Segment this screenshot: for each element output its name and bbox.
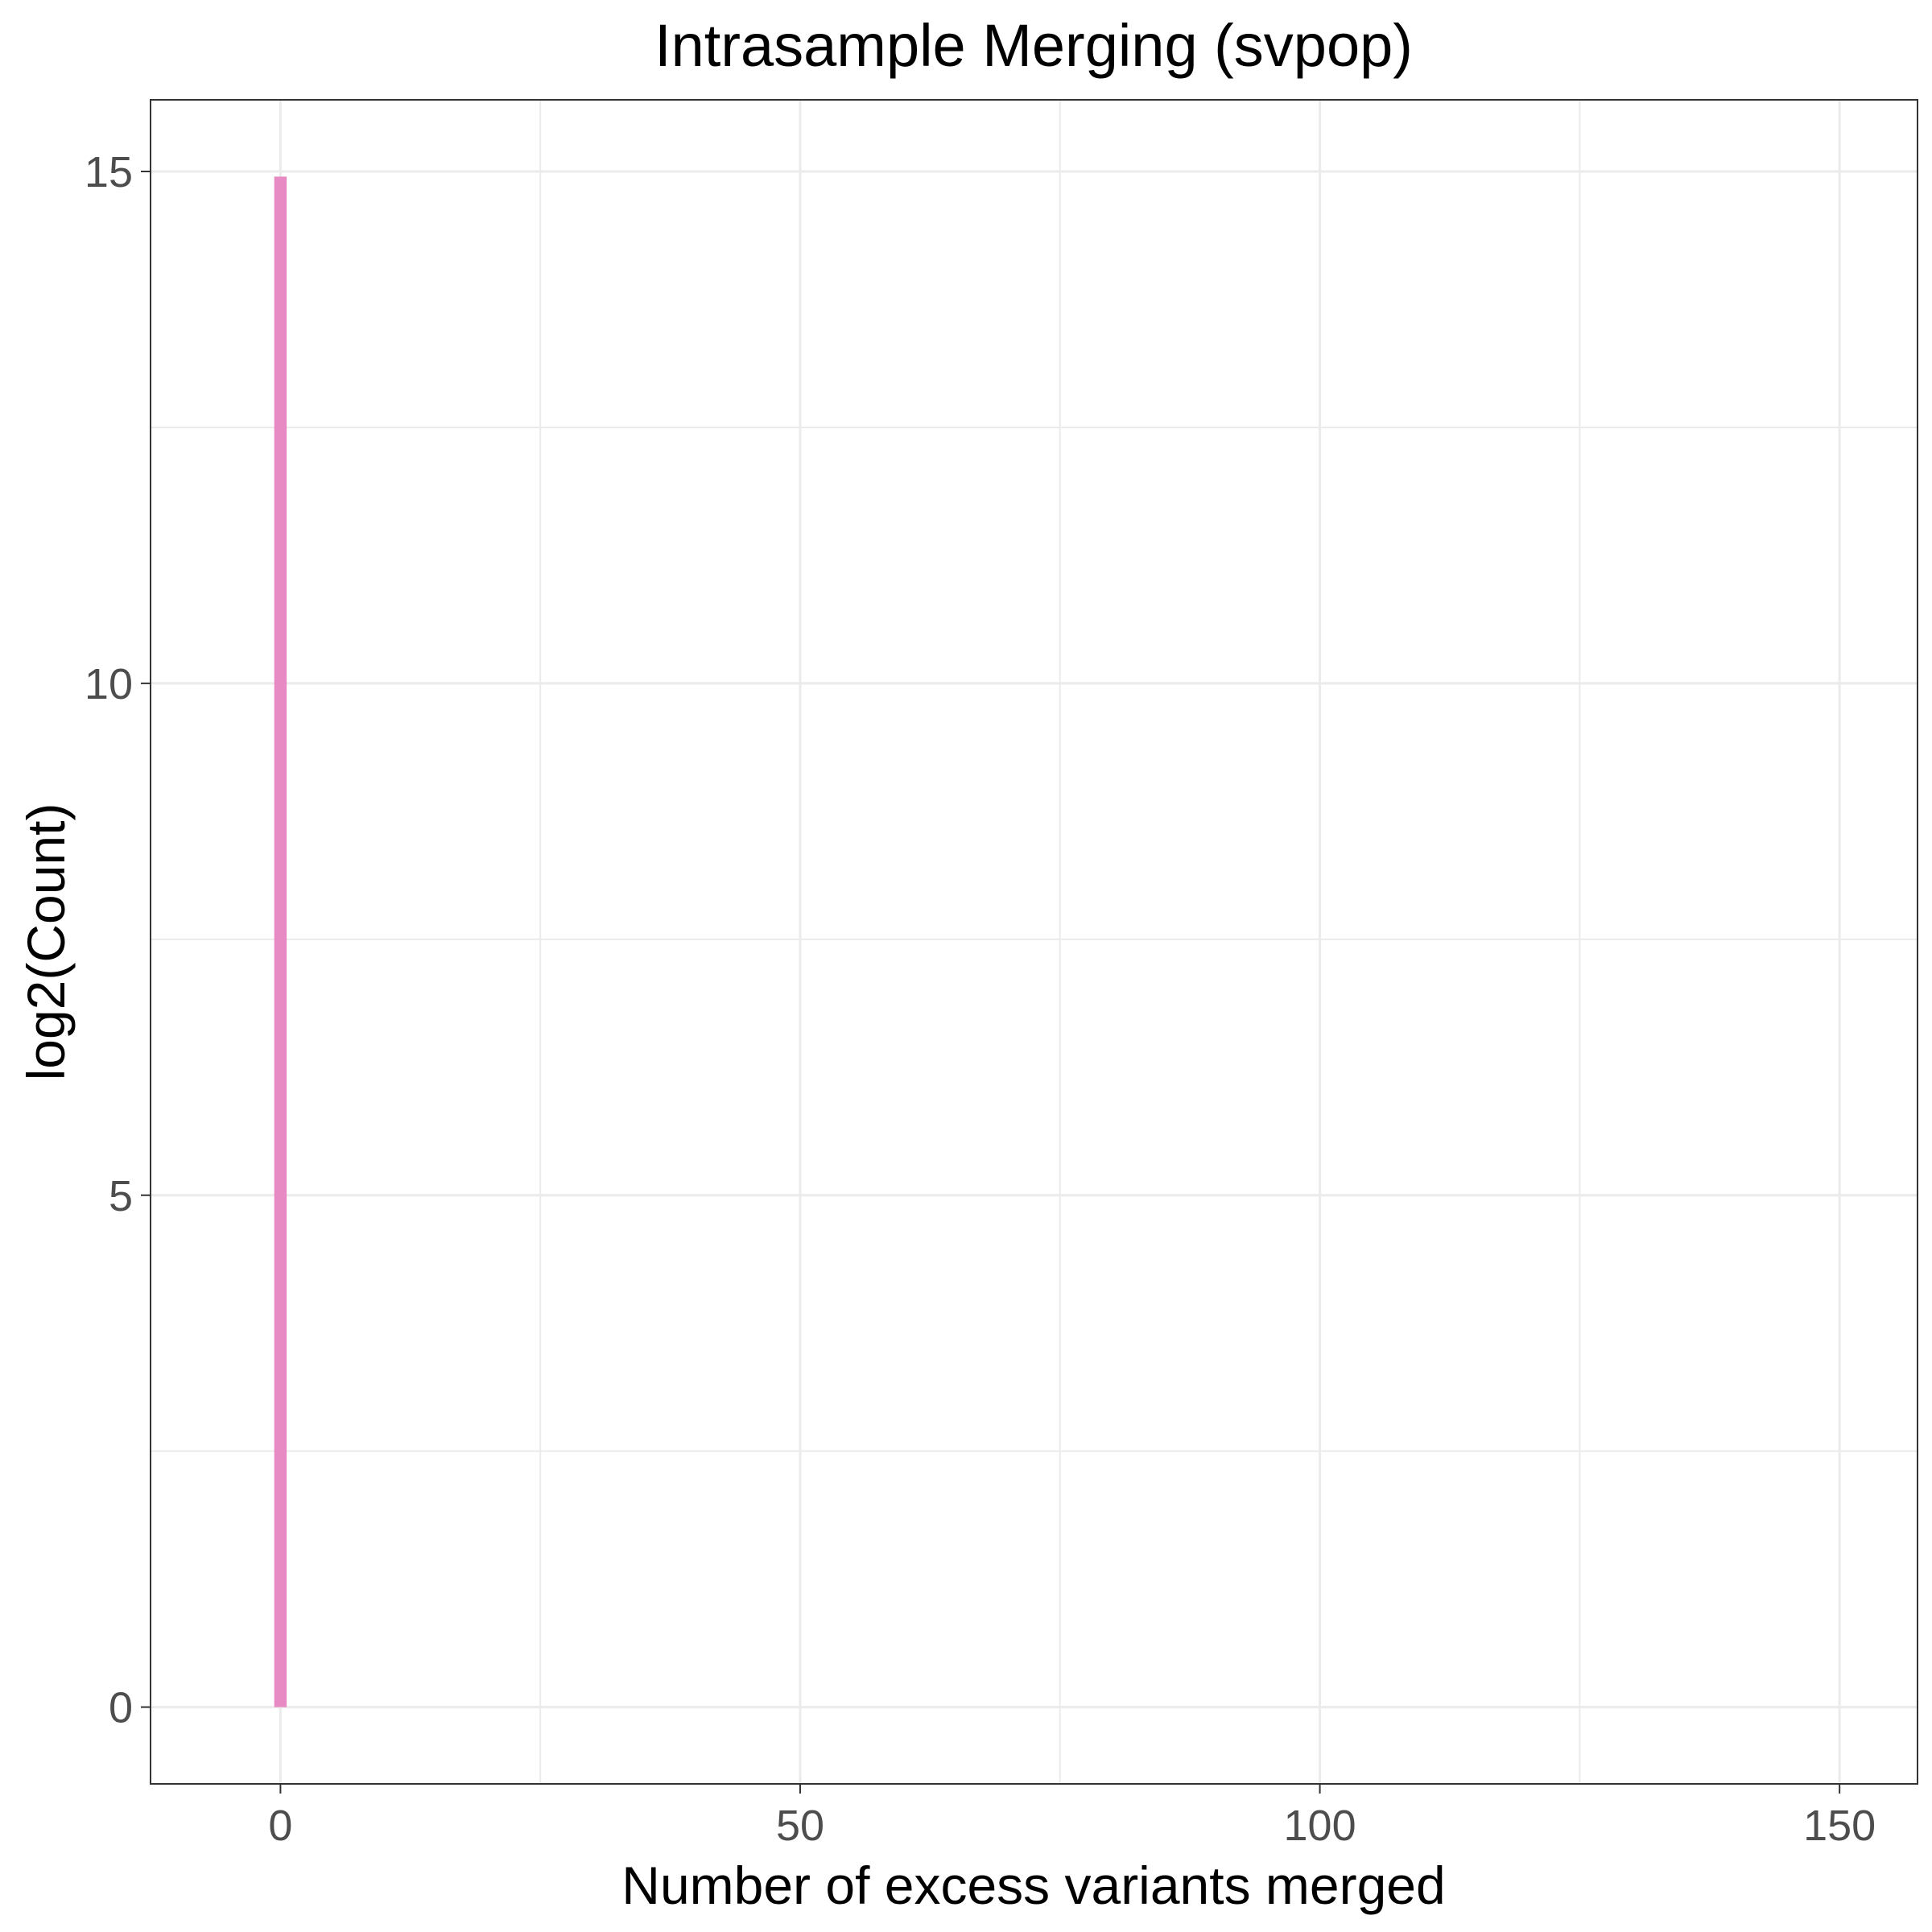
y-axis-title: log2(Count)	[16, 803, 76, 1081]
x-tick-label: 0	[268, 1802, 292, 1850]
tick-labels: 0 50 100 150 0 5 10 15	[85, 148, 1876, 1850]
panel-background	[151, 100, 1918, 1784]
gridlines	[151, 100, 1918, 1784]
bar	[274, 176, 287, 1707]
x-tick-label: 50	[776, 1802, 824, 1850]
x-axis-title: Number of excess variants merged	[621, 1856, 1445, 1915]
bars	[274, 176, 287, 1707]
x-tick-label: 100	[1284, 1802, 1356, 1850]
x-tick-label: 150	[1803, 1802, 1876, 1850]
panel-border	[150, 99, 1918, 1785]
tick-marks	[141, 171, 1841, 1794]
y-tick-label: 0	[109, 1684, 133, 1732]
y-tick-label: 15	[85, 148, 133, 196]
y-tick-label: 10	[85, 660, 133, 708]
chart-title: Intrasample Merging (svpop)	[654, 12, 1413, 79]
y-tick-label: 5	[109, 1172, 133, 1220]
